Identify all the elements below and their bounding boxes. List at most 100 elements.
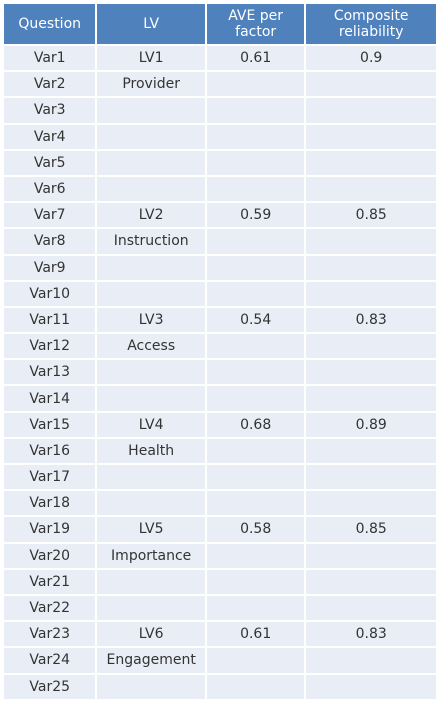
cell-lv [97,674,205,699]
cell-composite [306,595,436,621]
cell-ave [206,543,305,568]
table-row: Var23 LV6 0.61 0.83 [4,622,436,647]
table-row: Var3 [4,98,436,123]
table-row: Var20 Importance [4,543,436,568]
cell-composite [306,386,436,411]
cell-question: Var20 [4,543,96,568]
header-composite: Composite reliability [306,4,436,44]
cell-question: Var17 [4,465,96,490]
cell-ave: 0.59 [206,203,305,228]
cell-question: Var7 [4,203,96,228]
table-row: Var17 [4,465,436,490]
cell-lv: LV5 [97,517,205,542]
table-row: Var12 Access [4,334,436,359]
cell-ave [206,98,305,123]
cell-composite [306,281,436,306]
cell-ave [206,360,305,385]
table-row: Var11 LV3 0.54 0.83 [4,307,436,333]
table-row: Var6 [4,176,436,202]
cell-question: Var3 [4,98,96,123]
cell-lv: Engagement [97,648,205,673]
cell-question: Var25 [4,674,96,699]
results-table-container: Question LV AVE per factor Composite rel… [2,2,438,701]
cell-question: Var6 [4,176,96,202]
cell-composite [306,176,436,202]
cell-lv: Access [97,334,205,359]
cell-question: Var16 [4,438,96,463]
cell-question: Var4 [4,124,96,149]
cell-ave [206,648,305,673]
cell-question: Var18 [4,491,96,516]
cell-lv: Health [97,438,205,463]
cell-lv [97,150,205,175]
cell-ave [206,386,305,411]
cell-lv: Provider [97,72,205,97]
header-ave: AVE per factor [206,4,305,44]
cell-question: Var1 [4,46,96,71]
cell-lv: LV2 [97,203,205,228]
table-row: Var22 [4,595,436,621]
cell-lv [97,569,205,594]
cell-ave [206,438,305,463]
cell-composite: 0.85 [306,517,436,542]
cell-lv [97,360,205,385]
cell-lv [97,491,205,516]
cell-ave [206,595,305,621]
cell-composite [306,255,436,280]
cell-composite [306,334,436,359]
cell-ave [206,334,305,359]
cell-composite [306,360,436,385]
cell-composite: 0.89 [306,412,436,437]
table-row: Var5 [4,150,436,175]
cell-composite [306,543,436,568]
cell-ave: 0.68 [206,412,305,437]
cell-composite [306,648,436,673]
cell-lv: Instruction [97,229,205,254]
cell-composite [306,98,436,123]
cell-ave [206,176,305,202]
table-row: Var7 LV2 0.59 0.85 [4,203,436,228]
cell-composite [306,569,436,594]
results-table: Question LV AVE per factor Composite rel… [2,2,438,701]
cell-question: Var5 [4,150,96,175]
cell-ave [206,569,305,594]
cell-composite: 0.85 [306,203,436,228]
table-row: Var15 LV4 0.68 0.89 [4,412,436,437]
cell-ave: 0.54 [206,307,305,333]
cell-ave: 0.58 [206,517,305,542]
table-row: Var10 [4,281,436,306]
cell-ave [206,255,305,280]
cell-lv [97,176,205,202]
cell-composite [306,674,436,699]
table-row: Var18 [4,491,436,516]
cell-lv: LV4 [97,412,205,437]
cell-ave [206,72,305,97]
cell-question: Var19 [4,517,96,542]
table-row: Var14 [4,386,436,411]
cell-lv [97,98,205,123]
cell-question: Var11 [4,307,96,333]
cell-ave [206,150,305,175]
table-row: Var2 Provider [4,72,436,97]
cell-question: Var23 [4,622,96,647]
cell-ave [206,229,305,254]
header-ave-line2: factor [235,24,277,40]
cell-composite [306,465,436,490]
cell-composite [306,438,436,463]
cell-lv [97,465,205,490]
cell-lv: LV6 [97,622,205,647]
table-row: Var4 [4,124,436,149]
cell-ave [206,674,305,699]
header-question-label: Question [18,16,82,32]
header-lv-label: LV [143,16,160,32]
table-body: Var1 LV1 0.61 0.9 Var2 Provider Var3 Var4 Var5 Va… [4,46,436,699]
table-row: Var21 [4,569,436,594]
cell-question: Var24 [4,648,96,673]
header-composite-line1: Composite [333,8,409,24]
cell-composite [306,72,436,97]
table-row: Var9 [4,255,436,280]
cell-composite: 0.83 [306,622,436,647]
cell-question: Var12 [4,334,96,359]
header-lv: LV [97,4,205,44]
table-row: Var1 LV1 0.61 0.9 [4,46,436,71]
